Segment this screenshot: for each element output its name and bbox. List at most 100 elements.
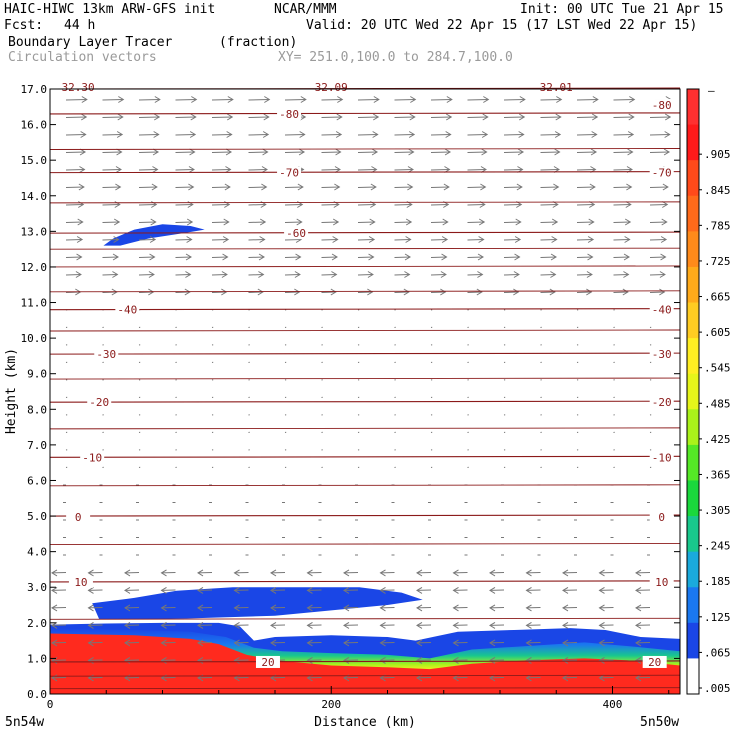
- org-label: NCAR/MMM: [274, 2, 337, 17]
- vector-head: [233, 586, 240, 594]
- isotherm-label-bg: [87, 396, 112, 409]
- vector-shaft: [138, 169, 158, 171]
- vector-head: [191, 96, 198, 103]
- y-tick-label: 9.0: [27, 368, 47, 381]
- vector-head: [586, 288, 593, 296]
- y-tick-label: 3.0: [27, 581, 47, 594]
- vector-shaft: [613, 99, 635, 101]
- vector-shaft: [65, 239, 83, 241]
- vector-head: [663, 148, 671, 156]
- vector-head: [306, 604, 313, 612]
- vector-head: [297, 183, 304, 191]
- vector-head: [549, 288, 556, 296]
- vector-shaft: [467, 169, 486, 171]
- vector-shaft: [357, 274, 373, 276]
- vector-head: [332, 236, 339, 243]
- isotherm-label: -70: [279, 167, 299, 180]
- circulation-vectors: [51, 96, 672, 682]
- isotherm-line: [49, 660, 681, 663]
- vector-head: [554, 148, 561, 156]
- isotherm-label: 0: [658, 511, 665, 524]
- vector-shaft: [613, 134, 634, 136]
- vector-shaft: [430, 186, 449, 188]
- isotherm-line: [49, 400, 681, 403]
- isotherm-line: [49, 201, 681, 204]
- colorbar-label: .065: [704, 646, 731, 659]
- vector-shaft: [211, 291, 227, 293]
- vector-head: [445, 113, 453, 121]
- vector-head: [154, 96, 161, 103]
- vector-head: [562, 569, 569, 577]
- vector-head: [404, 271, 411, 278]
- y-tick-label: 14.0: [21, 190, 48, 203]
- isotherm-label: -80: [652, 99, 672, 112]
- vector-shaft: [321, 116, 342, 118]
- isotherm-label: 20: [648, 656, 661, 669]
- colorbar-swatch: [687, 231, 699, 268]
- vector-head: [481, 131, 489, 138]
- y-tick-label: 13.0: [21, 225, 48, 238]
- vector-head: [300, 96, 307, 103]
- vector-head: [589, 201, 596, 208]
- vector-head: [556, 96, 563, 103]
- vector-head: [441, 253, 448, 261]
- isotherm-label-bg: [115, 303, 140, 316]
- isotherm-line: [49, 377, 681, 380]
- vector-shaft: [65, 151, 86, 153]
- vector-head: [223, 218, 230, 226]
- vector-head: [160, 569, 167, 577]
- vector-head: [446, 96, 453, 103]
- vector-head: [525, 604, 532, 612]
- vector-shaft: [321, 291, 336, 293]
- vector-shaft: [430, 169, 450, 171]
- vector-shaft: [430, 151, 451, 153]
- vector-head: [562, 639, 569, 647]
- vector-shaft: [394, 134, 415, 136]
- vector-head: [149, 236, 157, 243]
- vector-shaft: [467, 221, 485, 223]
- vector-shaft: [503, 239, 521, 241]
- vector-head: [525, 621, 532, 629]
- vector-head: [525, 674, 532, 682]
- isotherm-label: -60: [286, 227, 306, 240]
- vector-head: [477, 253, 484, 261]
- vector-head: [514, 253, 521, 261]
- vector-head: [294, 271, 301, 278]
- x-tick-label: 200: [321, 698, 341, 711]
- vector-shaft: [248, 99, 270, 101]
- vector-head: [635, 569, 642, 577]
- vector-shaft: [540, 186, 559, 188]
- vector-head: [525, 586, 532, 594]
- vector-head: [514, 236, 522, 243]
- isotherm-label: 10: [655, 576, 668, 589]
- vector-head: [404, 253, 411, 261]
- vector-shaft: [540, 204, 558, 206]
- isotherm-label-bg: [649, 396, 674, 409]
- vector-shaft: [138, 99, 160, 101]
- vector-shaft: [613, 274, 629, 276]
- vector-shaft: [321, 274, 337, 276]
- vector-head: [598, 639, 605, 647]
- vector-head: [336, 113, 343, 121]
- vector-shaft: [211, 221, 229, 223]
- vector-head: [416, 621, 423, 629]
- isotherm-line: [49, 484, 681, 487]
- vector-head: [51, 621, 58, 629]
- vector-head: [335, 131, 343, 138]
- vector-shaft: [102, 116, 123, 118]
- x-tick-label: 0: [47, 698, 54, 711]
- vector-shaft: [102, 99, 124, 101]
- vector-shaft: [65, 274, 81, 276]
- vector-head: [197, 639, 204, 647]
- colorbar-swatch: [687, 444, 699, 481]
- vector-head: [555, 113, 562, 121]
- vector-shaft: [649, 239, 667, 241]
- vector-shaft: [284, 186, 303, 188]
- vector-head: [369, 218, 376, 226]
- plot-frame: [49, 88, 681, 695]
- vector-shaft: [138, 116, 160, 118]
- vector-shaft: [503, 116, 525, 118]
- y-tick-label: 17.0: [21, 83, 48, 96]
- vector-head: [343, 621, 350, 629]
- vector-head: [591, 131, 598, 138]
